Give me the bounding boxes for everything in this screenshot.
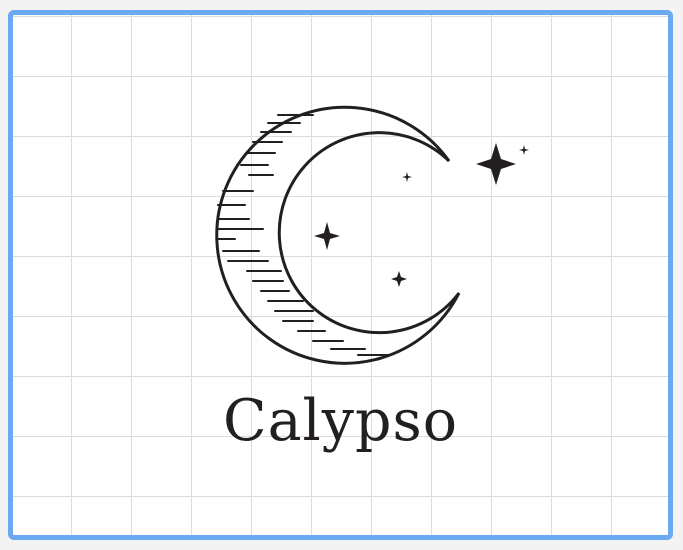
sparkle-star-icon [314, 143, 529, 287]
calypso-logo-art [215, 105, 529, 365]
brand-name: Calypso [222, 388, 459, 454]
logo-canvas: Calypso [8, 10, 673, 540]
crescent-moon-icon [215, 105, 461, 365]
